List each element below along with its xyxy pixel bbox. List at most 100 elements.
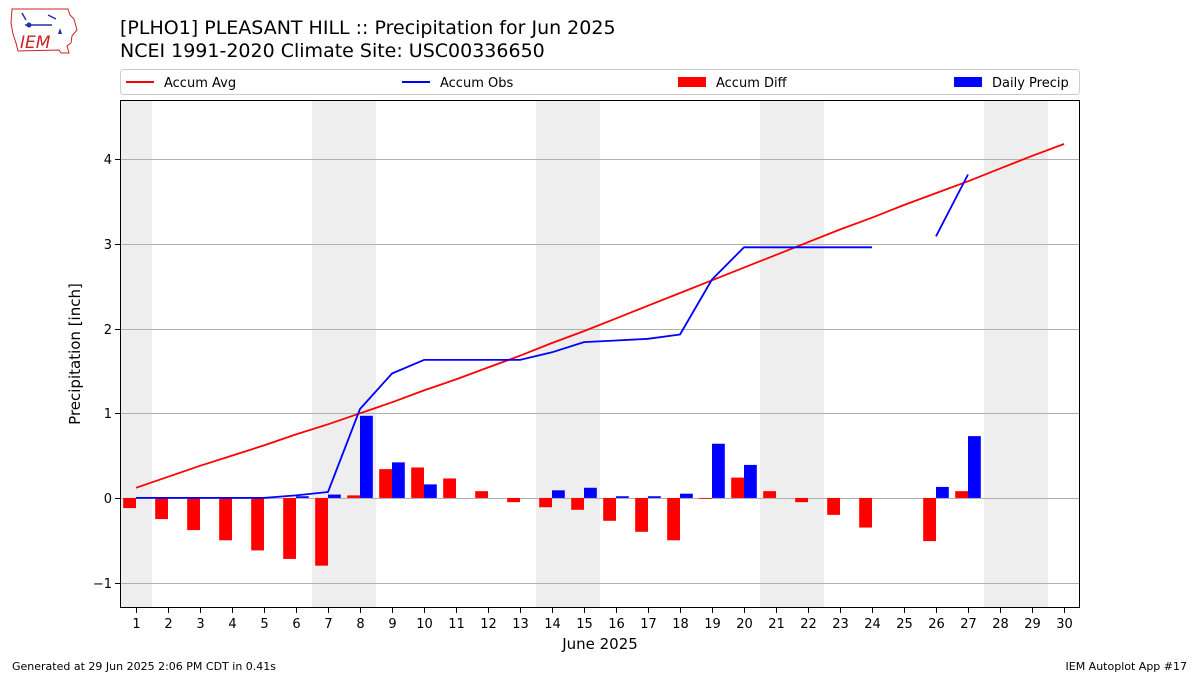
x-tick-label: 25: [896, 617, 913, 632]
x-tick-label: 8: [356, 617, 364, 632]
x-tick-label: 5: [260, 617, 268, 632]
y-tick-label: 3: [104, 238, 112, 253]
weekend-shade: [344, 100, 376, 608]
x-axis: 1 2 3 4 5 6 7 8 9 10 11 12 13 14 15 16 17 18 19 20 21 22 23 24 2…: [132, 608, 1073, 632]
accum-diff-bar: [539, 497, 552, 508]
daily-precip-bar: [584, 487, 597, 498]
generated-timestamp: Generated at 29 Jun 2025 2:06 PM CDT in …: [12, 660, 277, 673]
weekend-shade: [792, 100, 824, 608]
accum-diff-bar: [379, 469, 392, 498]
daily-precip-bar: [552, 490, 565, 498]
x-tick-label: 24: [864, 617, 881, 632]
accum-diff-bar: [155, 497, 168, 520]
chart-title: [PLHO1] PLEASANT HILL :: Precipitation f…: [120, 17, 616, 39]
x-tick-label: 9: [388, 617, 396, 632]
x-tick-label: 18: [672, 617, 689, 632]
y-tick-label: 1: [104, 407, 112, 422]
weekend-shading: [120, 100, 1048, 608]
y-tick-label: −1: [93, 577, 112, 592]
x-tick-label: 17: [640, 617, 657, 632]
legend-swatch-daily-precip: [954, 77, 982, 87]
weekend-shade: [1016, 100, 1048, 608]
x-axis-label: June 2025: [561, 635, 638, 653]
weekend-shade: [568, 100, 600, 608]
logo-text: IEM: [20, 33, 51, 53]
x-tick-label: 4: [228, 617, 236, 632]
legend-label-accum-diff: Accum Diff: [716, 76, 788, 91]
x-tick-label: 6: [292, 617, 300, 632]
accum-obs-line: [136, 246, 872, 499]
accum-diff-bar: [347, 495, 360, 498]
x-tick-label: 21: [768, 617, 785, 632]
legend-label-daily-precip: Daily Precip: [992, 76, 1069, 91]
daily-precip-bar: [680, 493, 693, 498]
x-tick-label: 20: [736, 617, 753, 632]
app-credit: IEM Autoplot App #17: [1065, 660, 1188, 673]
x-tick-label: 14: [544, 617, 561, 632]
x-tick-label: 19: [704, 617, 721, 632]
accum-lines: [135, 143, 1065, 499]
accum-diff-bars: [123, 467, 968, 566]
x-tick-label: 12: [480, 617, 497, 632]
accum-diff-bar: [955, 491, 968, 498]
accum-diff-bar: [923, 497, 936, 542]
daily-precip-bar: [616, 496, 629, 498]
accum-diff-bar: [635, 497, 648, 532]
x-tick-label: 26: [928, 617, 945, 632]
accum-diff-bar: [187, 497, 200, 531]
weekend-shade: [760, 100, 792, 608]
accum-avg-line: [135, 143, 1065, 489]
daily-precip-bar: [968, 436, 981, 498]
daily-precip-bar: [328, 494, 341, 498]
daily-precip-bar: [712, 443, 725, 498]
y-axis-label: Precipitation [inch]: [66, 283, 84, 425]
accum-obs-line: [935, 174, 969, 237]
gridlines: [120, 159, 1080, 584]
daily-precip-bar: [360, 415, 373, 498]
legend: Accum Avg Accum Obs Accum Diff Daily Pre…: [120, 69, 1080, 95]
x-tick-label: 28: [992, 617, 1009, 632]
plot-frame: [120, 100, 1080, 608]
x-tick-label: 27: [960, 617, 977, 632]
chart-subtitle: NCEI 1991-2020 Climate Site: USC00336650: [120, 40, 545, 62]
accum-diff-bar: [827, 497, 840, 515]
x-tick-label: 22: [800, 617, 817, 632]
daily-precip-bars: [296, 415, 981, 498]
legend-frame: [120, 69, 1080, 95]
accum-diff-bar: [795, 497, 808, 503]
accum-diff-bar: [571, 497, 584, 510]
y-tick-label: 2: [104, 323, 112, 338]
accum-diff-bar: [123, 497, 136, 509]
x-tick-label: 2: [164, 617, 172, 632]
x-tick-label: 29: [1024, 617, 1041, 632]
weekend-shade: [536, 100, 568, 608]
x-tick-label: 16: [608, 617, 625, 632]
accum-diff-bar: [443, 478, 456, 498]
x-tick-label: 1: [132, 617, 140, 632]
accum-diff-bar: [507, 497, 520, 503]
accum-diff-bar: [315, 497, 328, 566]
x-tick-label: 30: [1056, 617, 1073, 632]
y-tick-label: 0: [104, 492, 112, 507]
accum-diff-bar: [859, 497, 872, 528]
x-tick-label: 15: [576, 617, 593, 632]
iem-logo: IEM: [8, 6, 80, 58]
legend-swatch-accum-diff: [678, 77, 706, 87]
x-tick-label: 3: [196, 617, 204, 632]
daily-precip-bar: [424, 484, 437, 498]
accum-diff-bar: [219, 497, 232, 541]
daily-precip-bar: [296, 496, 309, 498]
accum-diff-bar: [667, 497, 680, 541]
accum-diff-bar: [251, 497, 264, 551]
weekend-shade: [120, 100, 152, 608]
x-tick-label: 10: [416, 617, 433, 632]
y-axis: −1 0 1 2 3 4: [93, 153, 120, 592]
x-tick-label: 11: [448, 617, 465, 632]
x-tick-label: 7: [324, 617, 332, 632]
weekend-shade: [984, 100, 1016, 608]
accum-diff-bar: [475, 491, 488, 498]
accum-diff-bar: [411, 467, 424, 498]
accum-diff-bar: [603, 497, 616, 521]
accum-diff-bar: [283, 497, 296, 559]
